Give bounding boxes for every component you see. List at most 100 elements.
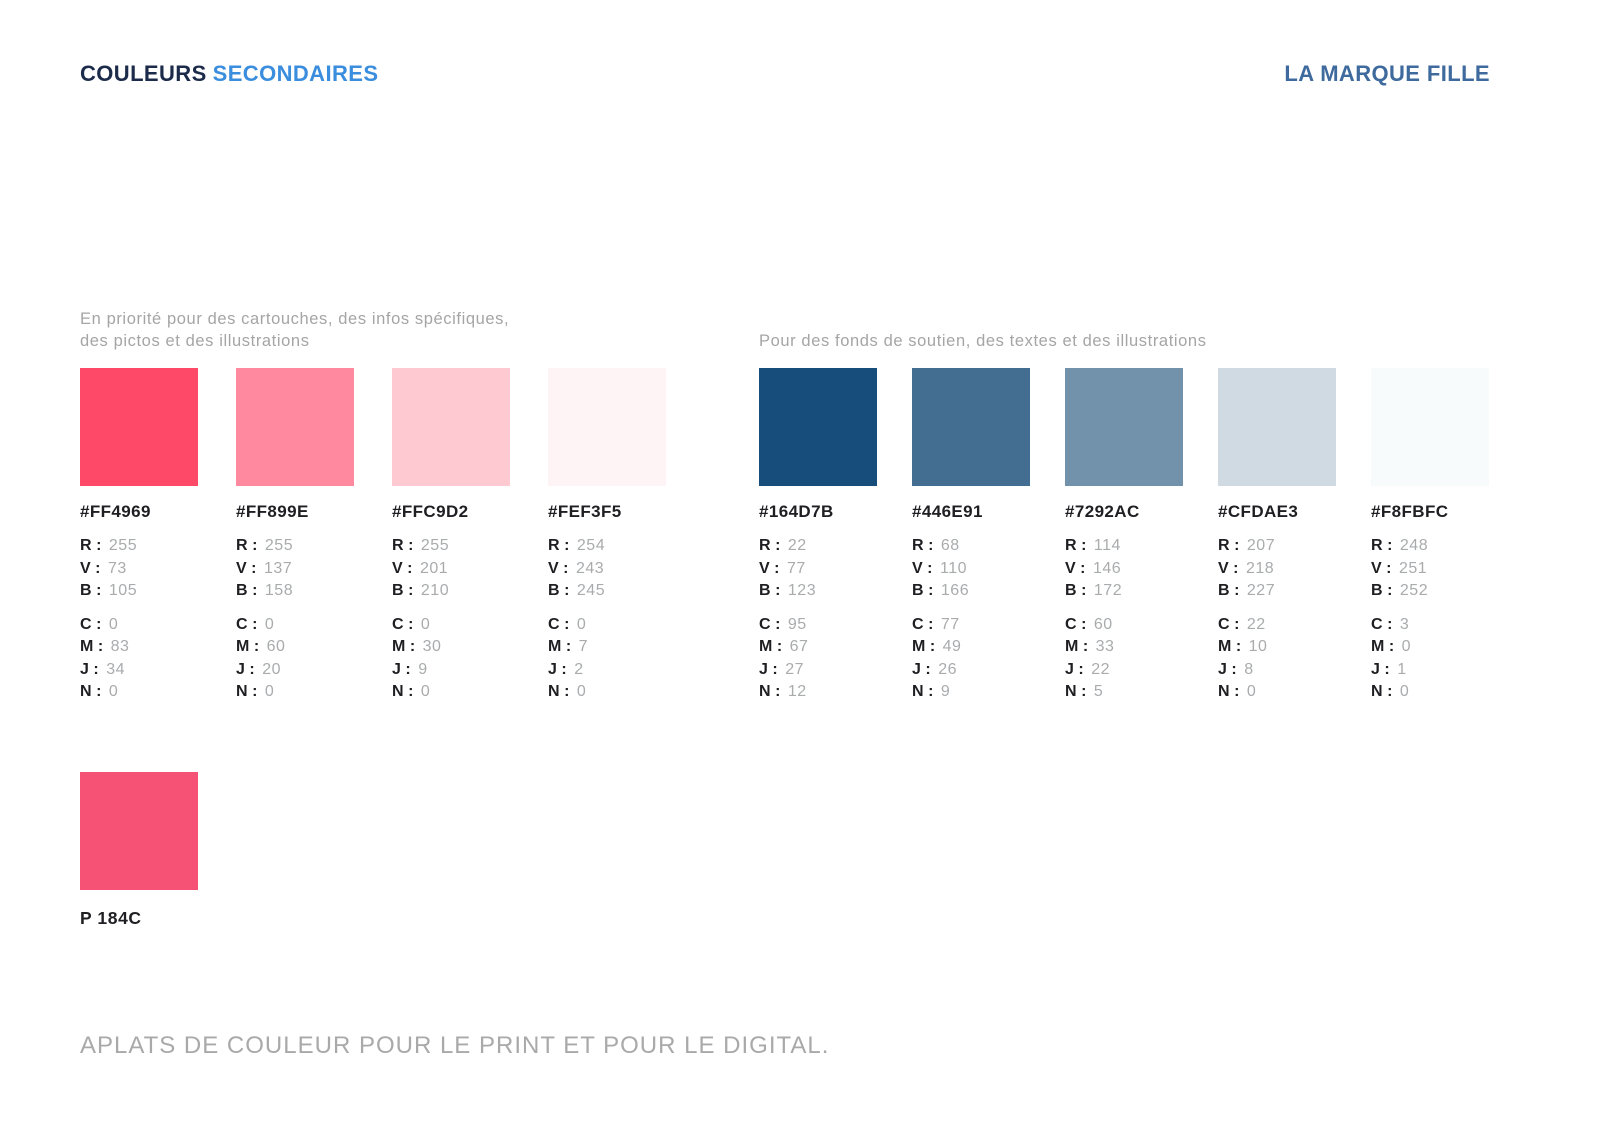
value-line: J:22 xyxy=(1065,659,1183,682)
value-separator: : xyxy=(408,615,414,633)
value-separator: : xyxy=(774,559,780,577)
value-number: 2 xyxy=(574,660,584,678)
value-label: B xyxy=(912,582,925,599)
value-number: 49 xyxy=(942,638,962,655)
value-separator: : xyxy=(565,638,572,655)
brand-name: LA MARQUE FILLE xyxy=(1284,61,1490,86)
value-separator: : xyxy=(96,582,102,599)
color-swatch-card: #FF899E R:255 V:137 B:158 C:0 M:60 J:20 N:0 xyxy=(236,368,354,704)
value-number: 255 xyxy=(108,537,138,554)
group-description: Pour des fonds de soutien, des textes et… xyxy=(759,330,1207,352)
value-number: 0 xyxy=(1399,683,1410,700)
value-line: M:10 xyxy=(1218,636,1336,659)
value-number: 12 xyxy=(787,683,807,700)
color-swatch xyxy=(80,368,198,486)
color-swatch xyxy=(1065,368,1183,486)
value-label: J xyxy=(80,660,90,678)
rgb-values: R:255 V:201 B:210 xyxy=(392,535,510,603)
cmyk-values: C:77 M:49 J:26 N:9 xyxy=(912,614,1030,704)
value-label: M xyxy=(236,638,250,655)
cmyk-values: C:0 M:83 J:34 N:0 xyxy=(80,614,198,704)
value-separator: : xyxy=(928,537,934,554)
value-number: 172 xyxy=(1093,582,1123,599)
value-separator: : xyxy=(1235,638,1242,655)
value-number: 8 xyxy=(1244,660,1254,678)
value-separator: : xyxy=(408,683,414,700)
cmyk-values: C:95 M:67 J:27 N:12 xyxy=(759,614,877,704)
group-description: En priorité pour des cartouches, des inf… xyxy=(80,308,509,352)
value-number: 0 xyxy=(576,615,587,633)
value-number: 7 xyxy=(578,638,589,655)
value-separator: : xyxy=(1388,638,1395,655)
value-number: 27 xyxy=(785,660,805,678)
value-number: 22 xyxy=(1091,660,1111,678)
value-number: 22 xyxy=(787,537,807,554)
color-hex-label: #F8FBFC xyxy=(1371,502,1449,521)
value-number: 207 xyxy=(1246,537,1276,554)
value-label: N xyxy=(80,683,93,700)
value-label: V xyxy=(1371,559,1383,577)
value-line: J:26 xyxy=(912,659,1030,682)
value-separator: : xyxy=(1081,537,1087,554)
color-hex-label: #FFC9D2 xyxy=(392,502,469,521)
value-line: B:105 xyxy=(80,580,198,603)
value-label: J xyxy=(759,660,769,678)
value-number: 146 xyxy=(1093,559,1122,577)
value-separator: : xyxy=(1234,582,1240,599)
blue-color-group: Pour des fonds de soutien, des textes et… xyxy=(759,332,1489,704)
value-label: V xyxy=(80,559,92,577)
value-number: 137 xyxy=(264,559,293,577)
value-label: B xyxy=(236,582,249,599)
value-label: N xyxy=(1371,683,1384,700)
value-label: C xyxy=(1371,615,1384,633)
value-line: N:0 xyxy=(236,681,354,704)
cmyk-values: C:0 M:60 J:20 N:0 xyxy=(236,614,354,704)
value-label: V xyxy=(236,559,248,577)
group-description-line: Pour des fonds de soutien, des textes et… xyxy=(759,332,1207,350)
value-number: 0 xyxy=(108,615,119,633)
value-label: B xyxy=(392,582,405,599)
value-separator: : xyxy=(927,559,933,577)
value-line: N:12 xyxy=(759,681,877,704)
value-label: R xyxy=(548,537,561,554)
value-separator: : xyxy=(96,537,102,554)
value-line: C:0 xyxy=(392,614,510,637)
value-number: 3 xyxy=(1399,615,1410,633)
color-swatch-card: #FF4969 R:255 V:73 B:105 C:0 M:83 J:34 N:0 xyxy=(80,368,198,704)
value-label: J xyxy=(1065,660,1075,678)
value-label: N xyxy=(759,683,772,700)
value-label: V xyxy=(392,559,404,577)
value-separator: : xyxy=(563,559,569,577)
value-number: 114 xyxy=(1093,537,1121,554)
value-separator: : xyxy=(1384,660,1391,678)
color-hex-label: #164D7B xyxy=(759,502,834,521)
value-line: N:0 xyxy=(392,681,510,704)
value-line: M:83 xyxy=(80,636,198,659)
value-line: J:9 xyxy=(392,659,510,682)
value-line: R:255 xyxy=(236,535,354,558)
value-label: B xyxy=(759,582,772,599)
value-line: V:146 xyxy=(1065,558,1183,581)
value-line: C:0 xyxy=(80,614,198,637)
value-number: 0 xyxy=(1246,683,1257,700)
value-line: V:137 xyxy=(236,558,354,581)
value-label: C xyxy=(1065,615,1078,633)
value-line: M:60 xyxy=(236,636,354,659)
value-separator: : xyxy=(408,537,414,554)
color-hex-label: #FEF3F5 xyxy=(548,502,622,521)
value-label: N xyxy=(236,683,249,700)
value-separator: : xyxy=(564,537,570,554)
value-separator: : xyxy=(252,683,258,700)
value-separator: : xyxy=(96,683,102,700)
value-label: M xyxy=(759,638,773,655)
value-label: M xyxy=(912,638,926,655)
value-label: R xyxy=(912,537,925,554)
group-description-line: des pictos et des illustrations xyxy=(80,332,310,350)
value-line: V:243 xyxy=(548,558,666,581)
color-swatch-card: #FFC9D2 R:255 V:201 B:210 C:0 M:30 J:9 N:0 xyxy=(392,368,510,704)
value-separator: : xyxy=(252,537,258,554)
value-separator: : xyxy=(251,559,257,577)
value-label: C xyxy=(236,615,249,633)
value-separator: : xyxy=(1081,683,1087,700)
